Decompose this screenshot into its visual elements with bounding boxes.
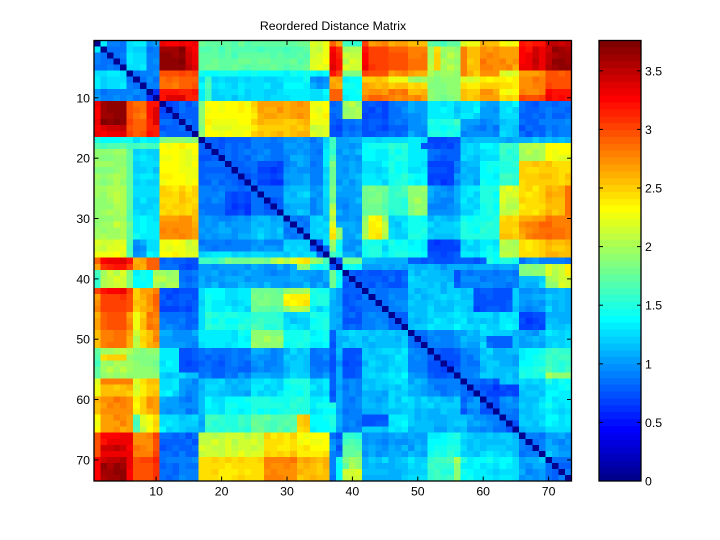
svg-text:2.5: 2.5 bbox=[645, 182, 662, 196]
svg-text:30: 30 bbox=[76, 212, 90, 226]
svg-text:2: 2 bbox=[645, 240, 652, 254]
svg-text:1.5: 1.5 bbox=[645, 299, 662, 313]
svg-text:70: 70 bbox=[542, 485, 556, 499]
svg-text:10: 10 bbox=[76, 91, 90, 105]
svg-text:60: 60 bbox=[76, 393, 90, 407]
svg-text:0.5: 0.5 bbox=[645, 416, 662, 430]
svg-text:20: 20 bbox=[76, 152, 90, 166]
svg-text:20: 20 bbox=[215, 485, 229, 499]
svg-text:Reordered Distance Matrix: Reordered Distance Matrix bbox=[260, 19, 407, 33]
svg-text:30: 30 bbox=[280, 485, 294, 499]
svg-text:50: 50 bbox=[76, 333, 90, 347]
svg-text:0: 0 bbox=[645, 475, 652, 489]
svg-text:3.5: 3.5 bbox=[645, 64, 662, 78]
svg-text:40: 40 bbox=[76, 272, 90, 286]
svg-text:70: 70 bbox=[76, 453, 90, 467]
svg-text:3: 3 bbox=[645, 123, 652, 137]
svg-text:40: 40 bbox=[346, 485, 360, 499]
svg-text:10: 10 bbox=[149, 485, 163, 499]
svg-text:50: 50 bbox=[411, 485, 425, 499]
svg-text:60: 60 bbox=[476, 485, 490, 499]
svg-text:1: 1 bbox=[645, 357, 652, 371]
